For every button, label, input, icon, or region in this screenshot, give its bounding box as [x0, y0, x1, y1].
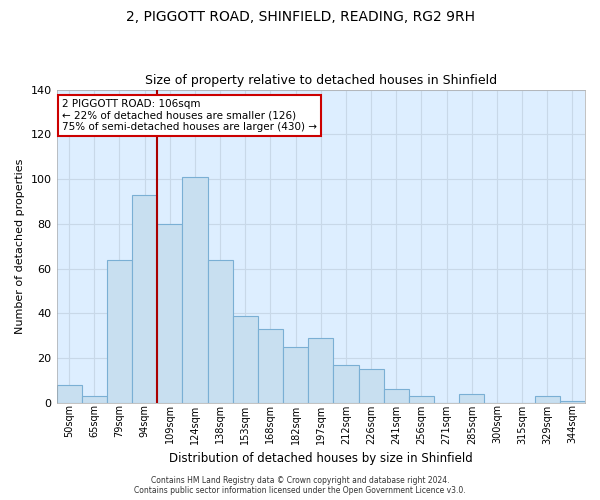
Bar — [359, 370, 383, 403]
Bar — [82, 396, 107, 403]
Bar — [383, 390, 409, 403]
Text: 2 PIGGOTT ROAD: 106sqm
← 22% of detached houses are smaller (126)
75% of semi-de: 2 PIGGOTT ROAD: 106sqm ← 22% of detached… — [62, 99, 317, 132]
Text: Contains HM Land Registry data © Crown copyright and database right 2024.
Contai: Contains HM Land Registry data © Crown c… — [134, 476, 466, 495]
Bar — [208, 260, 233, 403]
X-axis label: Distribution of detached houses by size in Shinfield: Distribution of detached houses by size … — [169, 452, 473, 465]
Bar — [233, 316, 258, 403]
Title: Size of property relative to detached houses in Shinfield: Size of property relative to detached ho… — [145, 74, 497, 87]
Bar — [132, 195, 157, 403]
Bar — [334, 365, 359, 403]
Bar — [56, 385, 82, 403]
Bar — [560, 400, 585, 403]
Text: 2, PIGGOTT ROAD, SHINFIELD, READING, RG2 9RH: 2, PIGGOTT ROAD, SHINFIELD, READING, RG2… — [125, 10, 475, 24]
Bar — [283, 347, 308, 403]
Bar — [157, 224, 182, 403]
Bar — [107, 260, 132, 403]
Bar — [535, 396, 560, 403]
Bar — [459, 394, 484, 403]
Bar — [409, 396, 434, 403]
Bar — [182, 177, 208, 403]
Y-axis label: Number of detached properties: Number of detached properties — [15, 158, 25, 334]
Bar — [308, 338, 334, 403]
Bar — [258, 329, 283, 403]
